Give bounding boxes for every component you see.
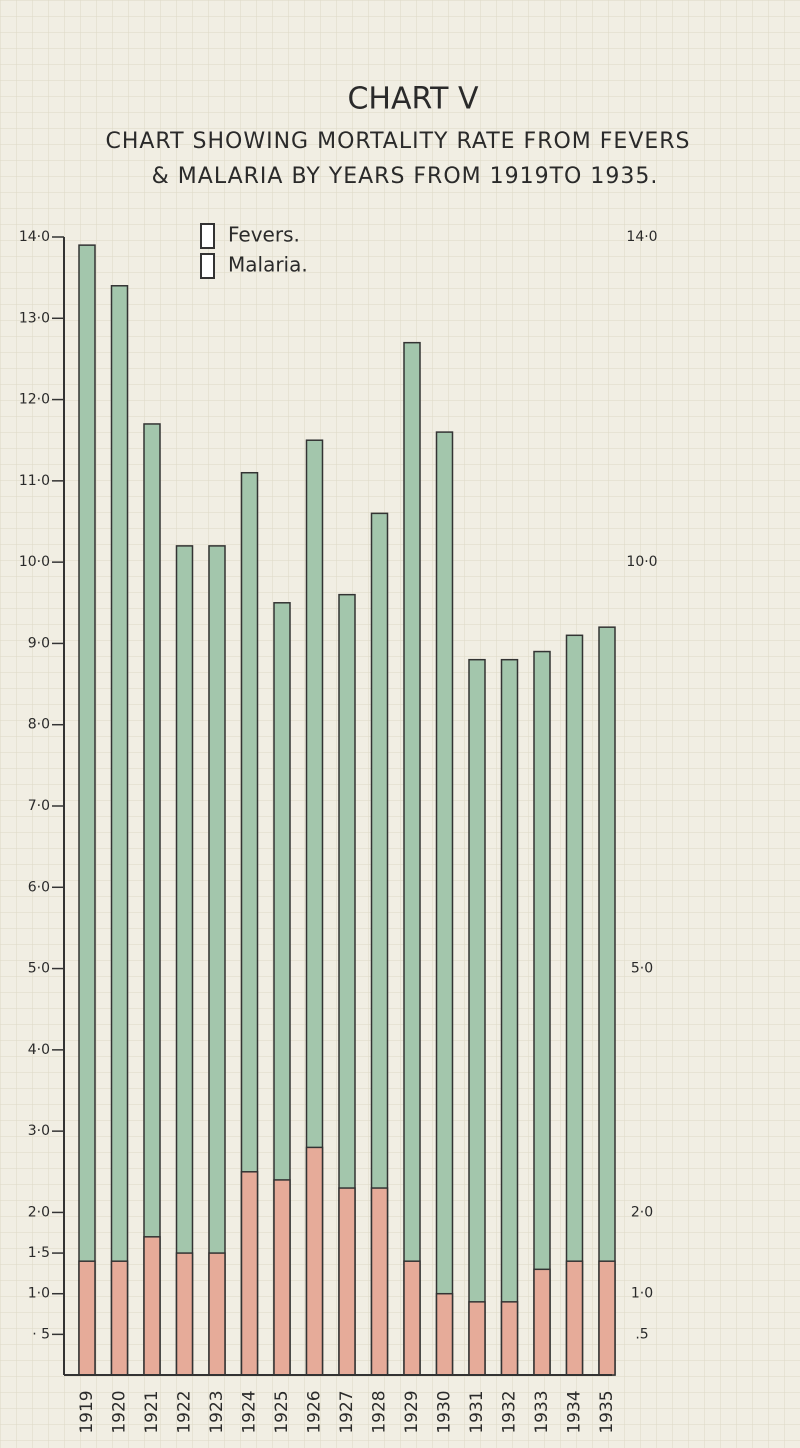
bar (78, 244, 96, 1376)
y-tick-label: 11·0 (19, 473, 50, 489)
x-tick-label: 1932 (500, 1390, 520, 1433)
bar (78, 1260, 96, 1376)
bar (403, 1260, 421, 1376)
x-tick-label: 1919 (77, 1390, 97, 1433)
bar (500, 1301, 519, 1376)
bar (208, 545, 226, 1376)
y-tick-label: 13·0 (19, 310, 50, 326)
x-tick-label: 1922 (175, 1390, 195, 1433)
x-tick-label: 1920 (110, 1390, 130, 1433)
chart-subtitle: & MALARIA BY YEARS FROM 1919TO 1935. (152, 164, 659, 189)
y-tick-label: 10·0 (19, 554, 50, 570)
legend-label: Malaria. (228, 253, 308, 277)
y-tick-label: 3·0 (28, 1123, 50, 1139)
bar (468, 1301, 486, 1376)
bar (533, 650, 551, 1376)
y2-tick-label: 1·0 (631, 1286, 653, 1302)
y-tick-label: 6·0 (28, 879, 50, 895)
x-tick-label: 1924 (240, 1390, 260, 1433)
bar (110, 1260, 129, 1376)
x-tick-label: 1935 (597, 1390, 617, 1433)
bar (110, 285, 129, 1376)
y2-tick-label: .5 (635, 1326, 648, 1342)
y-tick-label: 8·0 (28, 717, 50, 733)
y2-tick-label: 5·0 (631, 961, 653, 977)
bar (143, 1236, 161, 1376)
bar (305, 1146, 324, 1376)
y-tick-label: 14·0 (19, 229, 50, 245)
y-tick-label: 1·5 (28, 1245, 50, 1261)
y-tick-label: 1·0 (28, 1286, 50, 1302)
x-tick-label: 1925 (272, 1390, 292, 1433)
bar (208, 1252, 226, 1376)
y-tick-label: 2·0 (28, 1204, 50, 1220)
x-tick-label: 1926 (305, 1390, 325, 1433)
bar (403, 341, 421, 1376)
bar (338, 1187, 356, 1376)
bar (175, 1252, 194, 1376)
x-tick-label: 1933 (532, 1390, 552, 1433)
bar (598, 1260, 616, 1376)
y-tick-label: 12·0 (19, 392, 50, 408)
x-tick-label: 1930 (435, 1390, 455, 1433)
legend-swatch (200, 253, 215, 279)
x-tick-label: 1929 (402, 1390, 422, 1433)
y2-tick-label: 2·0 (631, 1204, 653, 1220)
x-tick-label: 1928 (370, 1390, 390, 1433)
y-tick-label: 7·0 (28, 798, 50, 814)
bar (500, 658, 519, 1376)
bar (370, 1187, 389, 1376)
bar (240, 1171, 259, 1376)
y-tick-label: 9·0 (28, 635, 50, 651)
x-tick-label: 1921 (142, 1390, 162, 1433)
chart-title: CHART V (347, 82, 479, 117)
x-tick-label: 1927 (337, 1390, 357, 1433)
legend-swatch (200, 223, 215, 249)
bar (533, 1268, 551, 1376)
bar (435, 431, 454, 1376)
bar (468, 658, 486, 1376)
bar (565, 1260, 584, 1376)
x-tick-label: 1934 (565, 1390, 585, 1433)
bar (175, 545, 194, 1376)
legend-label: Fevers. (228, 223, 300, 247)
y2-tick-label: 10·0 (626, 554, 657, 570)
y-tick-label: 4·0 (28, 1042, 50, 1058)
x-tick-label: 1931 (467, 1390, 487, 1433)
bar (273, 1179, 291, 1376)
chart-subtitle: CHART SHOWING MORTALITY RATE FROM FEVERS (105, 129, 690, 154)
y-tick-label: 5·0 (28, 961, 50, 977)
bar (435, 1292, 454, 1376)
y-tick-label: · 5 (32, 1326, 50, 1342)
bar (143, 423, 161, 1376)
x-tick-label: 1923 (207, 1390, 227, 1433)
y2-tick-label: 14·0 (626, 229, 657, 245)
